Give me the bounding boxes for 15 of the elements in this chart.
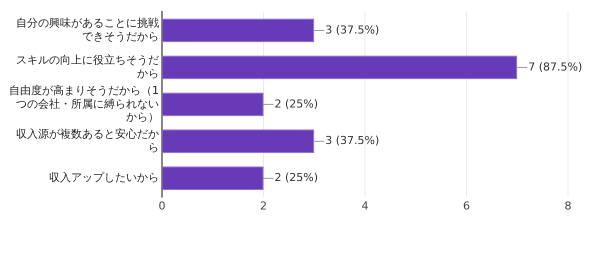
x-tick-label: 4 xyxy=(362,199,368,212)
x-tick-label: 0 xyxy=(158,199,166,212)
data-label: 3 (37.5%) xyxy=(325,134,380,148)
data-label: 2 (25%) xyxy=(274,97,318,110)
x-tick-label: 6 xyxy=(463,199,470,212)
data-label: 7 (87.5%) xyxy=(528,60,582,74)
y-tick-label: 収入アップしたいから xyxy=(49,171,159,184)
y-tick-label: 自由度が高まりそうだから（1つの会社・所属に縛られないから） xyxy=(9,84,159,124)
data-label: 2 (25%) xyxy=(274,171,318,184)
data-label: 3 (37.5%) xyxy=(325,23,380,36)
y-tick-label: 自分の興味があることに挑戦できそうだから xyxy=(16,16,159,43)
y-tick-label: 収入源が複数あると安心だから xyxy=(16,128,159,154)
y-tick-label: スキルの向上に役立ちそうだから xyxy=(16,54,159,80)
x-tick-label: 8 xyxy=(564,199,572,212)
x-tick-label: 2 xyxy=(260,199,267,212)
